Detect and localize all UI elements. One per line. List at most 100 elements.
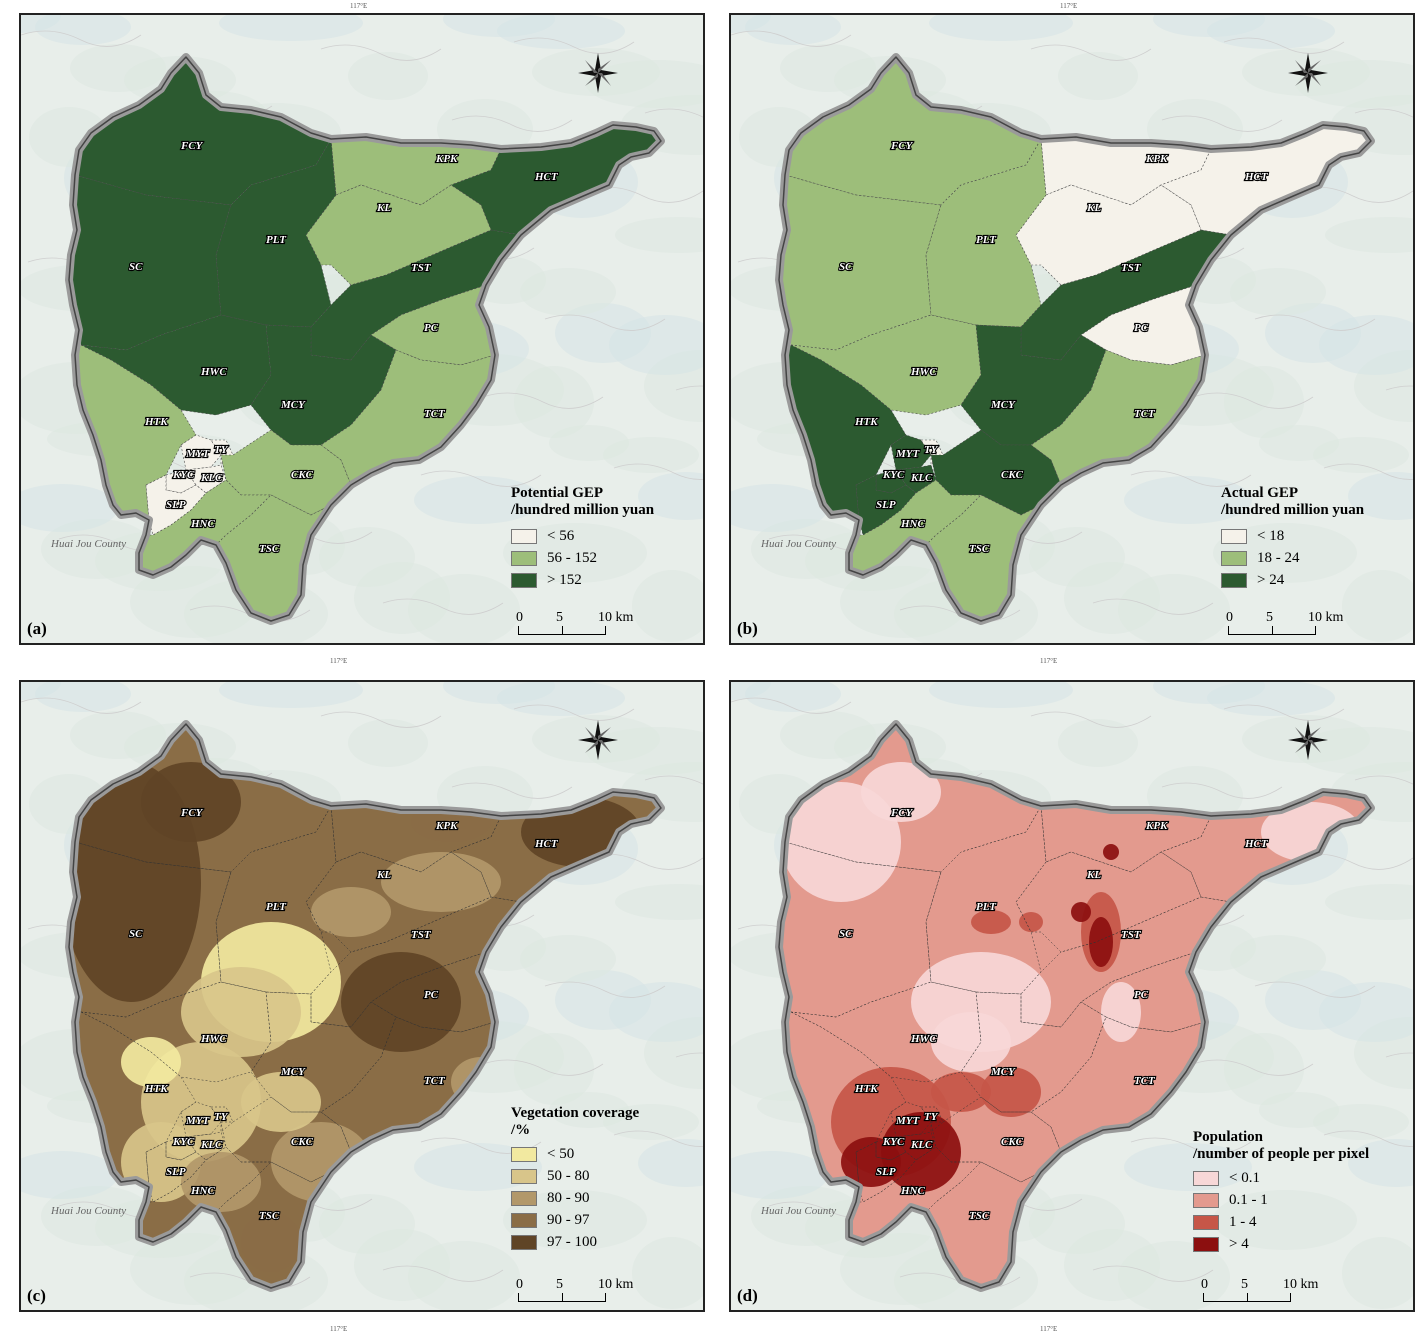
legend-title: Actual GEP bbox=[1221, 485, 1299, 501]
legend-item: 97 - 100 bbox=[511, 1231, 639, 1253]
scale-tick-5: 5 bbox=[556, 1277, 563, 1292]
legend-label: 80 - 90 bbox=[547, 1189, 590, 1206]
region-label-ty: TY bbox=[924, 1111, 939, 1123]
region-label-kyc: KYC bbox=[172, 1136, 195, 1148]
legend-rows: < 0.1 0.1 - 1 1 - 4 > 4 bbox=[1193, 1167, 1369, 1255]
panel-label: (a) bbox=[27, 619, 47, 638]
longitude-tick-top: 117°E bbox=[350, 2, 368, 10]
region-label-sc: SC bbox=[129, 261, 143, 273]
scale-tick-0: 0 bbox=[516, 610, 523, 625]
region-tsc bbox=[925, 494, 1042, 622]
region-label-kyc: KYC bbox=[882, 1136, 905, 1148]
region-label-kl: KL bbox=[376, 202, 391, 214]
legend-title: Potential GEP bbox=[511, 485, 604, 501]
county-label: Huai Jou County bbox=[51, 538, 127, 550]
legend-item: > 152 bbox=[511, 569, 654, 591]
region-label-tst: TST bbox=[1121, 262, 1142, 274]
region-label-pc: PC bbox=[1134, 322, 1149, 334]
compass-rose-icon bbox=[1286, 51, 1330, 100]
region-label-hnc: HNC bbox=[190, 1185, 216, 1197]
scale-tick-5: 5 bbox=[556, 610, 563, 625]
legend-item: 1 - 4 bbox=[1193, 1211, 1369, 1233]
compass-rose-icon bbox=[576, 718, 620, 767]
region-map: FCY KPK HCT KL SC PLT TST PC HWC MCY TCT HTK MYT TY KY… bbox=[731, 15, 1413, 643]
region-kyc bbox=[165, 1136, 197, 1161]
region-ty bbox=[210, 1106, 234, 1133]
legend-item: < 18 bbox=[1221, 525, 1364, 547]
scale-tick-10: 10 km bbox=[598, 610, 634, 625]
region-label-slp: SLP bbox=[166, 499, 186, 511]
region-label-kl: KL bbox=[1086, 869, 1101, 881]
region-label-mcy: MCY bbox=[990, 1066, 1016, 1078]
legend-item: 18 - 24 bbox=[1221, 547, 1364, 569]
legend-label: 97 - 100 bbox=[547, 1233, 597, 1250]
region-label-tst: TST bbox=[411, 929, 432, 941]
legend-rows: < 18 18 - 24 > 24 bbox=[1221, 525, 1364, 591]
region-label-hct: HCT bbox=[1244, 171, 1269, 183]
region-label-tsc: TSC bbox=[259, 543, 280, 555]
region-label-fcy: FCY bbox=[890, 807, 914, 819]
legend-swatch bbox=[1221, 550, 1247, 566]
map-panel-a: FCY KPK HCT KL SC PLT TST PC HWC MCY TCT HTK MYT TY KY… bbox=[19, 13, 705, 645]
longitude-tick-mid: 117°E bbox=[1040, 657, 1058, 665]
region-label-myt: MYT bbox=[185, 1115, 211, 1127]
region-label-htk: HTK bbox=[854, 416, 878, 428]
region-label-tct: TCT bbox=[424, 1075, 446, 1087]
region-label-ty: TY bbox=[214, 1111, 229, 1123]
region-slp bbox=[145, 1141, 207, 1203]
legend-label: < 18 bbox=[1257, 527, 1285, 544]
region-map: FCY KPK HCT KL SC PLT TST PC HWC MCY TCT HTK MYT TY KY… bbox=[21, 15, 703, 643]
legend-unit: /hundred million yuan bbox=[1221, 502, 1365, 518]
legend-title: Population bbox=[1193, 1129, 1264, 1145]
region-label-plt: PLT bbox=[266, 234, 287, 246]
region-label-kl: KL bbox=[1086, 202, 1101, 214]
legend-item: 80 - 90 bbox=[511, 1187, 639, 1209]
legend-item: > 4 bbox=[1193, 1233, 1369, 1255]
legend-swatch bbox=[511, 1168, 537, 1184]
region-label-sc: SC bbox=[129, 928, 143, 940]
region-label-ckc: CKC bbox=[291, 469, 314, 481]
scale-bar: 0 5 10 km bbox=[516, 610, 656, 635]
legend-label: 18 - 24 bbox=[1257, 549, 1300, 566]
legend-unit: /hundred million yuan bbox=[511, 502, 655, 518]
region-mcy bbox=[960, 991, 1107, 1113]
region-kpk bbox=[330, 803, 502, 873]
region-label-klc: KLC bbox=[910, 1139, 933, 1151]
region-plt bbox=[215, 805, 337, 995]
legend: Vegetation coverage /% < 50 50 - 80 80 - 9… bbox=[511, 1105, 639, 1253]
region-label-myt: MYT bbox=[895, 1115, 921, 1127]
region-label-ty: TY bbox=[214, 444, 229, 456]
region-plt bbox=[925, 805, 1047, 995]
compass-rose-icon bbox=[576, 51, 620, 100]
legend-label: 50 - 80 bbox=[547, 1167, 590, 1184]
legend-label: 90 - 97 bbox=[547, 1211, 590, 1228]
region-label-htk: HTK bbox=[144, 1083, 168, 1095]
scale-bar: 0 5 10 km bbox=[516, 1277, 656, 1302]
county-label: Huai Jou County bbox=[761, 538, 837, 550]
region-tsc bbox=[215, 494, 332, 622]
region-label-hnc: HNC bbox=[900, 518, 926, 530]
panel-label: (b) bbox=[737, 619, 758, 638]
county-label: Huai Jou County bbox=[761, 1205, 837, 1217]
map-panel-b: FCY KPK HCT KL SC PLT TST PC HWC MCY TCT HTK MYT TY KY… bbox=[729, 13, 1415, 645]
region-kyc bbox=[875, 1136, 907, 1161]
region-label-hct: HCT bbox=[534, 171, 559, 183]
legend-label: > 152 bbox=[547, 571, 582, 588]
region-label-ckc: CKC bbox=[291, 1136, 314, 1148]
region-label-pc: PC bbox=[1134, 989, 1149, 1001]
legend-unit: /number of people per pixel bbox=[1193, 1146, 1370, 1162]
region-mcy bbox=[250, 991, 397, 1113]
legend-item: < 50 bbox=[511, 1143, 639, 1165]
region-label-myt: MYT bbox=[895, 448, 921, 460]
scale-tick-0: 0 bbox=[516, 1277, 523, 1292]
region-label-fcy: FCY bbox=[890, 140, 914, 152]
region-label-htk: HTK bbox=[144, 416, 168, 428]
region-label-hct: HCT bbox=[1244, 838, 1269, 850]
panel-label: (d) bbox=[737, 1286, 758, 1305]
region-label-mcy: MCY bbox=[280, 399, 306, 411]
region-label-kyc: KYC bbox=[172, 469, 195, 481]
region-label-hnc: HNC bbox=[190, 518, 216, 530]
region-label-kpk: KPK bbox=[1145, 153, 1168, 165]
scale-tick-0: 0 bbox=[1201, 1277, 1208, 1292]
region-label-plt: PLT bbox=[976, 234, 997, 246]
